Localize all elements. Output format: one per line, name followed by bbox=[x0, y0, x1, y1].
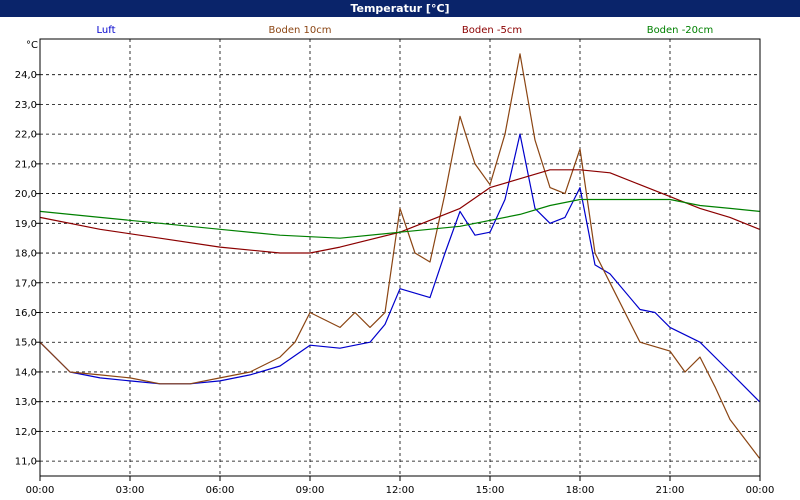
y-tick-label: 16,0 bbox=[15, 308, 37, 319]
series-line bbox=[39, 169, 760, 254]
y-tick-label: 11,0 bbox=[15, 457, 37, 468]
x-tick-time-label: 00:00 bbox=[26, 485, 55, 496]
legend-item: Boden -5cm bbox=[462, 25, 522, 36]
temperature-chart: °C Luft Boden 10cm Boden -5cm Boden -20cm 1… bbox=[15, 25, 775, 496]
x-tick-time-label: 15:00 bbox=[476, 485, 505, 496]
chart-title: Temperatur [°C] bbox=[0, 0, 800, 17]
y-tick-label: 21,0 bbox=[15, 159, 37, 170]
legend: Luft Boden 10cm Boden -5cm Boden -20cm bbox=[97, 25, 714, 36]
x-tick-time-label: 06:00 bbox=[206, 485, 235, 496]
y-tick-label: 22,0 bbox=[15, 130, 37, 141]
y-axis-unit-label: °C bbox=[26, 40, 38, 51]
y-tick-label: 24,0 bbox=[15, 70, 37, 81]
x-tick-time-label: 00:00 bbox=[746, 485, 775, 496]
legend-item: Luft bbox=[97, 25, 116, 36]
y-tick-label: 17,0 bbox=[15, 278, 37, 289]
x-tick-time-label: 12:00 bbox=[386, 485, 415, 496]
plot-frame bbox=[39, 38, 761, 477]
y-tick-label: 23,0 bbox=[15, 100, 37, 111]
x-tick-time-label: 21:00 bbox=[656, 485, 685, 496]
y-axis-ticks: 11,0 12,0 13,0 14,0 15,0 16,0 17,0 18,0 19,0 20,0… bbox=[15, 70, 40, 468]
y-tick-label: 19,0 bbox=[15, 219, 37, 230]
legend-item: Boden 10cm bbox=[269, 25, 332, 36]
y-tick-label: 15,0 bbox=[15, 338, 37, 349]
y-tick-label: 18,0 bbox=[15, 249, 37, 260]
series-lines bbox=[39, 53, 760, 459]
y-tick-label: 14,0 bbox=[15, 367, 37, 378]
series-line bbox=[39, 198, 760, 239]
y-tick-label: 12,0 bbox=[15, 427, 37, 438]
x-tick-time-label: 03:00 bbox=[116, 485, 145, 496]
x-axis-ticks: 00:0031.08.2003:0031.08.2006:0031.08.200… bbox=[26, 476, 775, 496]
legend-item: Boden -20cm bbox=[647, 25, 714, 36]
x-tick-time-label: 09:00 bbox=[296, 485, 325, 496]
series-line bbox=[39, 133, 760, 403]
y-tick-label: 20,0 bbox=[15, 189, 37, 200]
grid bbox=[40, 39, 760, 476]
y-tick-label: 13,0 bbox=[15, 397, 37, 408]
series-line bbox=[39, 53, 760, 459]
x-tick-time-label: 18:00 bbox=[566, 485, 595, 496]
